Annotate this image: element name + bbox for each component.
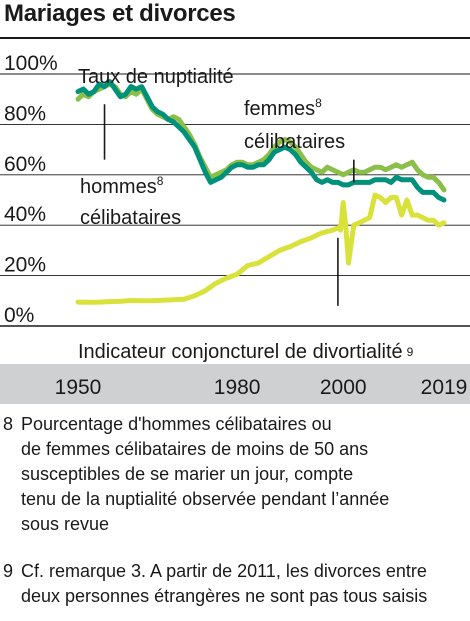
footnote-line: Pourcentage d'hommes célibataires ou	[21, 414, 332, 434]
footnote-line: susceptibles de se marier un jour, compt…	[21, 464, 354, 484]
annotation-leaders	[103, 104, 355, 306]
footnote-line: deux personnes étrangères ne sont pas to…	[21, 586, 428, 606]
chart-title: Mariages et divorces	[4, 0, 236, 27]
annotation-hommes-line2: célibataires	[80, 207, 181, 229]
x-tick-label: 1950	[55, 376, 102, 399]
series-line-hommes	[75, 79, 447, 203]
line-chart: 100% 80% 60% 40% 20% 0% Taux de nuptialité fe…	[0, 52, 470, 404]
y-tick-label: 40%	[4, 203, 46, 226]
annotation-femmes: femmes8	[244, 96, 322, 120]
y-tick-label: 20%	[4, 254, 46, 277]
footnote-line: sous revue	[21, 514, 110, 534]
y-tick-label: 60%	[4, 153, 46, 176]
annotation-hommes: hommes8	[80, 174, 164, 198]
x-axis-background	[0, 364, 470, 404]
x-axis-ticks: 1950 1980 2000 2019	[55, 376, 468, 399]
x-tick-label: 1980	[214, 376, 261, 399]
x-axis-band	[0, 364, 470, 404]
y-tick-label: 80%	[4, 102, 46, 125]
footnote-line: tenu de la nuptialité observée pendant l…	[21, 489, 390, 509]
title-rule	[0, 37, 470, 39]
annotation-femmes-line2: célibataires	[244, 131, 345, 153]
series-lines	[75, 79, 447, 305]
footnote-9: 9 Cf. remarque 3. A partir de 2011, les d…	[3, 559, 427, 609]
x-tick-label: 2019	[421, 376, 468, 399]
x-tick-label: 2000	[320, 376, 367, 399]
y-tick-label: 0%	[4, 304, 34, 327]
annotation-divortialite: Indicateur conjoncturel de divortialité 9	[78, 341, 414, 363]
footnote-line: de femmes célibataires de moins de 50 an…	[21, 439, 369, 459]
footnote-number: 9	[3, 561, 14, 581]
y-axis-ticks: 100% 80% 60% 40% 20% 0%	[4, 52, 58, 327]
annotations: Taux de nuptialité femmes8 célibataires …	[78, 66, 414, 363]
series-line-divortialite	[75, 192, 447, 305]
footnote-8: 8 Pourcentage d'hommes célibataires ou de …	[3, 412, 389, 537]
footnote-number: 8	[3, 414, 14, 434]
y-tick-label: 100%	[4, 52, 58, 75]
footnote-line: Cf. remarque 3. A partir de 2011, les di…	[21, 561, 427, 581]
annotation-taux: Taux de nuptialité	[78, 66, 234, 88]
series-line-femmes	[75, 81, 447, 193]
